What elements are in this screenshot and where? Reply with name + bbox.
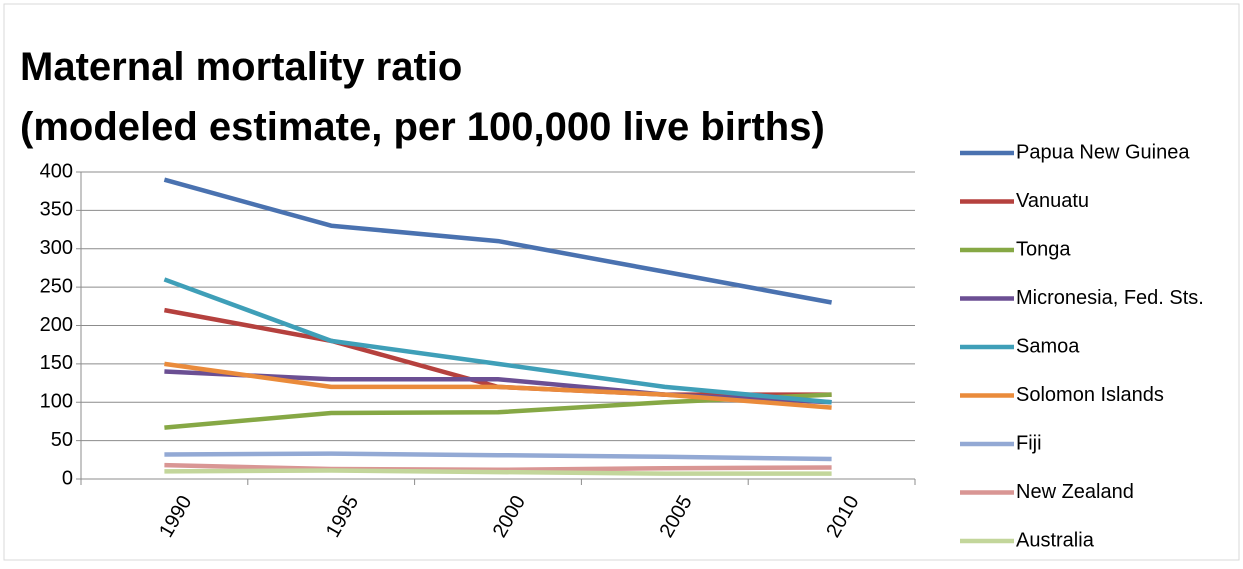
- chart-subtitle: (modeled estimate, per 100,000 live birt…: [20, 105, 825, 149]
- y-tick-label: 100: [40, 391, 73, 413]
- legend-label: Micronesia, Fed. Sts.: [1016, 287, 1204, 309]
- legend-label: Papua New Guinea: [1016, 141, 1190, 163]
- y-tick-label: 350: [40, 199, 73, 221]
- legend-label: Solomon Islands: [1016, 384, 1164, 406]
- legend-label: New Zealand: [1016, 481, 1134, 503]
- series-line: [163, 177, 833, 305]
- series-line: [164, 468, 832, 476]
- series-line: [164, 361, 832, 410]
- chart-title: Maternal mortality ratio: [20, 45, 462, 89]
- legend-label: Australia: [1016, 529, 1095, 551]
- y-tick-label: 150: [40, 352, 73, 374]
- legend-label: Tonga: [1016, 238, 1071, 260]
- legend-label: Vanuatu: [1016, 190, 1089, 212]
- y-tick-label: 300: [40, 237, 73, 259]
- series-line: [164, 451, 832, 462]
- legend-label: Samoa: [1016, 335, 1080, 357]
- y-tick-label: 200: [40, 314, 73, 336]
- legend-label: Fiji: [1016, 432, 1042, 454]
- series-line: [163, 277, 832, 405]
- y-tick-label: 400: [40, 160, 73, 182]
- y-tick-label: 250: [40, 275, 73, 297]
- y-tick-label: 50: [51, 429, 73, 451]
- series-line: [164, 462, 832, 473]
- y-tick-label: 0: [62, 467, 73, 489]
